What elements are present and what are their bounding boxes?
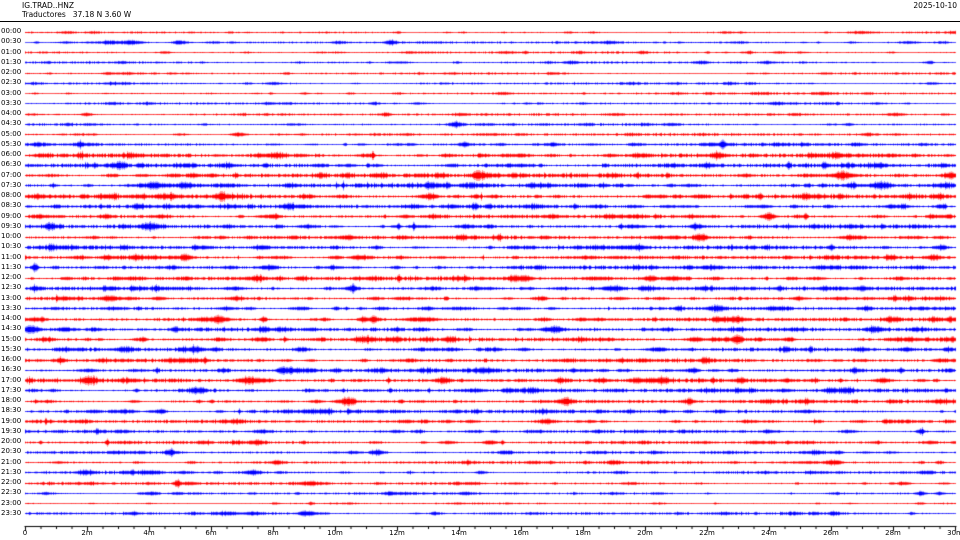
- time-label: 22:00: [1, 478, 22, 487]
- minute-tick-label: 8m: [267, 529, 279, 537]
- time-label: 12:00: [1, 273, 22, 282]
- time-label: 01:30: [1, 57, 22, 66]
- time-label: 04:30: [1, 119, 22, 128]
- minute-tick-label: 4m: [143, 529, 155, 537]
- time-label: 05:30: [1, 139, 22, 148]
- time-label: 07:00: [1, 170, 22, 179]
- minute-tick-label: 16m: [513, 529, 529, 537]
- time-label: 10:30: [1, 242, 22, 251]
- time-label: 13:00: [1, 293, 22, 302]
- minute-tick-label: 22m: [699, 529, 715, 537]
- time-label: 23:00: [1, 498, 22, 507]
- time-label: 00:30: [1, 37, 22, 46]
- time-label: 21:00: [1, 457, 22, 466]
- time-label: 01:00: [1, 47, 22, 56]
- time-label: 12:30: [1, 283, 22, 292]
- time-label: 15:30: [1, 344, 22, 353]
- time-label: 11:00: [1, 252, 22, 261]
- time-label: 08:00: [1, 191, 22, 200]
- minute-tick-label: 6m: [205, 529, 217, 537]
- time-label: 19:00: [1, 416, 22, 425]
- time-label: 14:30: [1, 324, 22, 333]
- time-label: 03:30: [1, 98, 22, 107]
- time-label: 19:30: [1, 426, 22, 435]
- time-label: 18:00: [1, 396, 22, 405]
- time-label: 20:00: [1, 437, 22, 446]
- minute-tick-label: 0: [22, 529, 28, 537]
- time-label: 18:30: [1, 406, 22, 415]
- time-label: 20:30: [1, 447, 22, 456]
- time-label: 23:30: [1, 508, 22, 517]
- time-label: 11:30: [1, 262, 22, 271]
- time-label: 08:30: [1, 201, 22, 210]
- time-label: 03:00: [1, 88, 22, 97]
- minute-tick-label: 28m: [885, 529, 901, 537]
- minute-tick-label: 24m: [761, 529, 777, 537]
- minute-tick-label: 30m: [947, 529, 960, 537]
- time-label: 07:30: [1, 180, 22, 189]
- minute-tick-label: 20m: [637, 529, 653, 537]
- time-label: 02:30: [1, 78, 22, 87]
- time-label: 13:30: [1, 303, 22, 312]
- time-label: 22:30: [1, 488, 22, 497]
- time-label: 00:00: [1, 27, 22, 35]
- minute-tick-label: 10m: [327, 529, 343, 537]
- time-label: 10:00: [1, 232, 22, 241]
- minute-tick-label: 12m: [389, 529, 405, 537]
- minute-tick-label: 14m: [451, 529, 467, 537]
- time-label: 16:00: [1, 355, 22, 364]
- time-label: 16:30: [1, 365, 22, 374]
- time-label: 02:00: [1, 68, 22, 77]
- time-label: 21:30: [1, 467, 22, 476]
- time-label: 17:00: [1, 375, 22, 384]
- time-label: 09:00: [1, 211, 22, 220]
- time-label: 06:30: [1, 160, 22, 169]
- time-label: 17:30: [1, 385, 22, 394]
- time-label: 14:00: [1, 314, 22, 323]
- time-label: 09:30: [1, 221, 22, 230]
- minute-tick-label: 2m: [81, 529, 93, 537]
- minute-tick-label: 18m: [575, 529, 591, 537]
- time-label: 04:00: [1, 109, 22, 118]
- time-label: 15:00: [1, 334, 22, 343]
- time-label: 06:00: [1, 150, 22, 159]
- minute-tick-label: 26m: [823, 529, 839, 537]
- time-label: 05:00: [1, 129, 22, 138]
